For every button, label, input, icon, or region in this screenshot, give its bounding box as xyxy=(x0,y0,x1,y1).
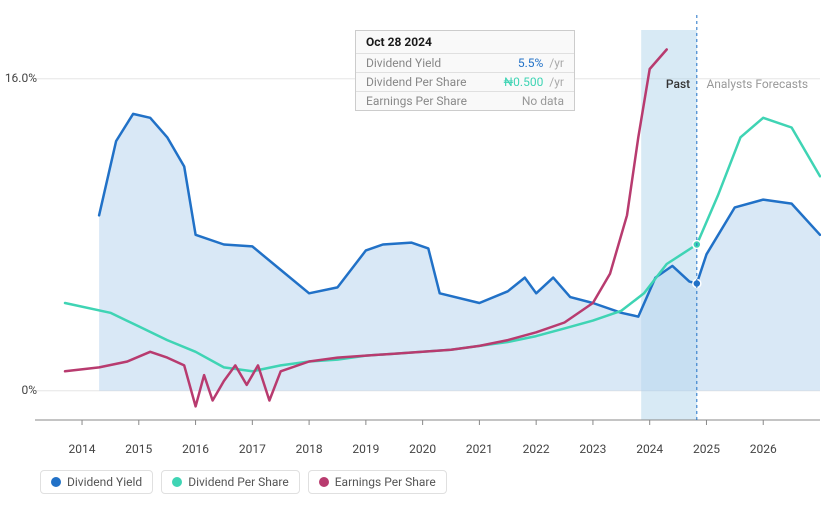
tooltip-row: Dividend Per Share ₦0.500 /yr xyxy=(356,72,574,91)
legend-item-dividend-yield[interactable]: Dividend Yield xyxy=(40,470,153,494)
x-axis-label: 2025 xyxy=(693,442,720,456)
x-axis-label: 2024 xyxy=(636,442,663,456)
legend-swatch xyxy=(51,477,61,487)
x-axis-label: 2019 xyxy=(352,442,379,456)
dividend-chart: Oct 28 2024 Dividend Yield5.5% /yrDivide… xyxy=(0,0,821,508)
legend-item-dividend-per-share[interactable]: Dividend Per Share xyxy=(161,470,300,494)
legend-label: Earnings Per Share xyxy=(335,475,436,489)
legend-swatch xyxy=(319,477,329,487)
tooltip-row-label: Earnings Per Share xyxy=(366,94,467,108)
tooltip-row: Earnings Per Share No data xyxy=(356,91,574,110)
legend-label: Dividend Yield xyxy=(67,475,142,489)
x-axis-label: 2018 xyxy=(296,442,323,456)
legend-label: Dividend Per Share xyxy=(188,475,289,489)
tooltip-row-value: ₦0.500 xyxy=(504,75,544,89)
tooltip-row-label: Dividend Per Share xyxy=(366,75,467,89)
x-axis-label: 2015 xyxy=(125,442,152,456)
x-axis: 2014 2015 2016 2017 2018 2019 2020 2021 2022 2023… xyxy=(10,440,811,460)
legend-swatch xyxy=(172,477,182,487)
tooltip-row: Dividend Yield 5.5% /yr xyxy=(356,53,574,72)
tooltip-row-label: Dividend Yield xyxy=(366,56,441,70)
y-axis-label: 16.0% xyxy=(5,71,37,85)
x-axis-label: 2017 xyxy=(239,442,266,456)
y-axis-label: 0% xyxy=(21,383,37,397)
x-axis-label: 2022 xyxy=(523,442,550,456)
past-label: Past xyxy=(666,77,690,91)
x-axis-label: 2014 xyxy=(69,442,96,456)
x-axis-label: 2016 xyxy=(182,442,209,456)
forecast-label: Analysts Forecasts xyxy=(706,77,808,91)
tooltip-row-unit: /yr xyxy=(546,75,564,89)
tooltip-row-value: 5.5% xyxy=(518,56,543,70)
tooltip-row-unit: /yr xyxy=(546,56,564,70)
legend-item-earnings-per-share[interactable]: Earnings Per Share xyxy=(308,470,447,494)
tooltip-title: Oct 28 2024 xyxy=(356,31,574,53)
tooltip-row-value: No data xyxy=(522,94,564,108)
x-axis-label: 2021 xyxy=(466,442,493,456)
x-axis-label: 2020 xyxy=(409,442,436,456)
x-axis-label: 2023 xyxy=(579,442,606,456)
x-axis-label: 2026 xyxy=(750,442,777,456)
chart-tooltip: Oct 28 2024 Dividend Yield5.5% /yrDivide… xyxy=(355,30,575,111)
plot-area[interactable]: Oct 28 2024 Dividend Yield5.5% /yrDivide… xyxy=(10,10,811,440)
chart-legend: Dividend Yield Dividend Per Share Earnings… xyxy=(10,460,811,494)
